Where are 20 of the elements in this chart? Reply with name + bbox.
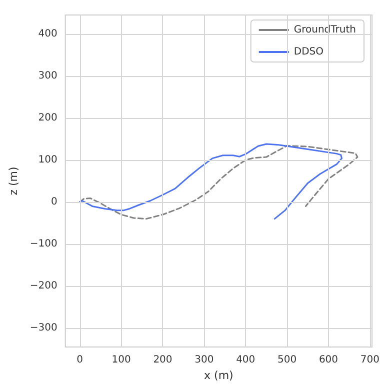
y-tick-label: −200 <box>30 280 58 292</box>
legend-label: DDSO <box>294 46 324 58</box>
x-tick-label: 400 <box>236 354 256 366</box>
y-tick-label: 300 <box>38 70 58 82</box>
y-axis-title: z (m) <box>7 166 20 196</box>
x-tick-label: 500 <box>278 354 297 366</box>
y-tick-label: 100 <box>38 154 58 166</box>
legend-label: GroundTruth <box>294 24 356 36</box>
y-tick-label: −100 <box>30 238 58 250</box>
x-tick-label: 200 <box>153 354 172 366</box>
x-tick-label: 700 <box>360 354 380 366</box>
y-tick-label: 0 <box>50 196 58 208</box>
x-tick-label: 300 <box>194 354 214 366</box>
x-tick-label: 600 <box>318 354 338 366</box>
x-axis-title: x (m) <box>204 368 234 382</box>
y-tick-label: 200 <box>38 112 58 124</box>
x-tick-label: 100 <box>112 354 131 366</box>
y-tick-label: 400 <box>38 28 58 40</box>
x-tick-label: 0 <box>76 354 84 366</box>
y-tick-label: −300 <box>30 322 58 334</box>
